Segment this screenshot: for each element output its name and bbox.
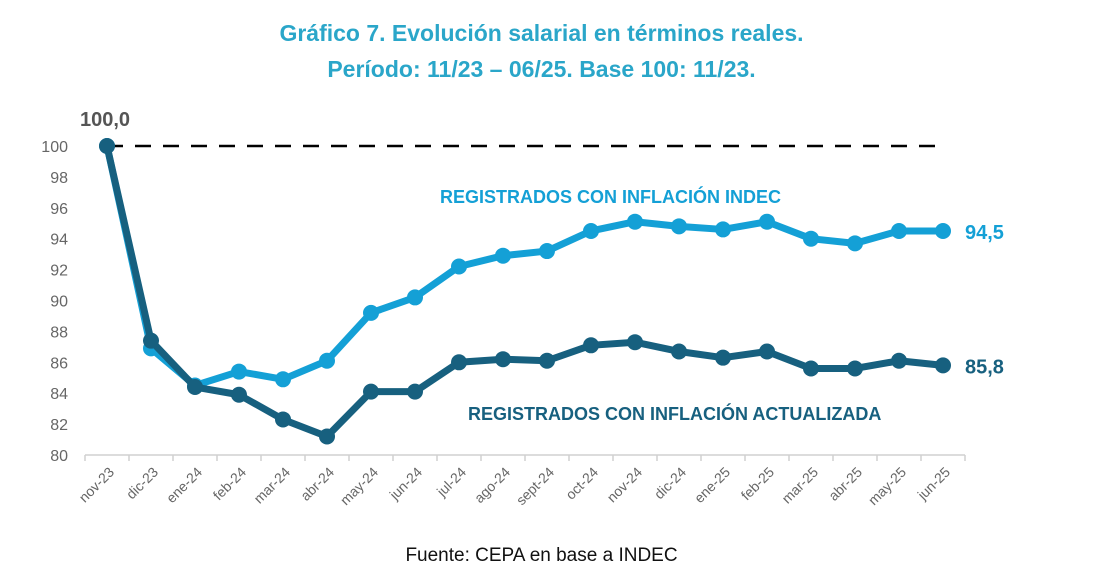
legend-label-actualizada: REGISTRADOS CON INFLACIÓN ACTUALIZADA	[468, 403, 881, 424]
y-tick-label: 100	[41, 139, 68, 156]
data-point	[319, 428, 335, 445]
x-tick-label: mar-24	[250, 464, 293, 507]
data-point	[275, 411, 291, 428]
data-point	[275, 371, 291, 388]
x-tick-label: jun-24	[386, 464, 426, 504]
y-tick-label: 86	[50, 355, 68, 372]
y-tick-label: 84	[50, 386, 68, 403]
chart-subtitle: Período: 11/23 – 06/25. Base 100: 11/23.	[327, 56, 756, 82]
x-tick-label: oct-24	[562, 464, 601, 503]
data-point	[451, 354, 467, 371]
y-tick-label: 96	[50, 201, 68, 218]
x-tick-label: dic-23	[123, 464, 161, 502]
data-point	[583, 222, 599, 239]
y-tick-label: 98	[50, 170, 68, 187]
x-tick-label: mar-25	[778, 464, 821, 507]
y-tick-label: 90	[50, 294, 68, 311]
data-point	[891, 222, 907, 239]
data-point	[715, 349, 731, 366]
data-point	[935, 357, 951, 374]
x-tick-label: abr-24	[297, 464, 337, 504]
x-tick-label: may-25	[865, 464, 909, 508]
data-point	[231, 363, 247, 380]
x-tick-label: dic-24	[651, 464, 689, 502]
series-line	[103, 145, 943, 389]
data-point	[495, 247, 511, 264]
x-tick-label: jul-24	[433, 464, 469, 500]
legend-label-indec: REGISTRADOS CON INFLACIÓN INDEC	[440, 186, 781, 207]
y-tick-label: 88	[50, 324, 68, 341]
x-tick-label: nov-24	[604, 464, 646, 506]
x-tick-label: feb-25	[738, 464, 778, 504]
data-point	[363, 304, 379, 321]
data-point	[803, 230, 819, 247]
data-point	[143, 332, 159, 349]
data-point	[319, 352, 335, 369]
x-tick-label: ene-25	[691, 464, 733, 506]
series-end-label: 94,5	[965, 222, 1004, 244]
data-point	[539, 352, 555, 369]
data-point	[935, 222, 951, 239]
x-tick-label: feb-24	[210, 464, 250, 504]
data-point	[891, 352, 907, 369]
data-point	[363, 383, 379, 400]
x-tick-label: jun-25	[914, 464, 954, 504]
x-tick-label: may-24	[337, 464, 381, 508]
chart-title: Gráfico 7. Evolución salarial en término…	[279, 20, 804, 46]
data-point	[671, 343, 687, 360]
x-tick-label: sept-24	[513, 464, 557, 508]
data-point	[627, 213, 643, 230]
x-tick-label: nov-23	[76, 464, 118, 506]
data-point	[407, 289, 423, 306]
data-point	[231, 386, 247, 403]
data-point	[759, 343, 775, 360]
data-point	[407, 383, 423, 400]
data-point	[583, 337, 599, 354]
data-point	[451, 258, 467, 275]
data-point	[847, 360, 863, 377]
data-point	[847, 235, 863, 252]
data-point	[539, 243, 555, 260]
data-point	[759, 213, 775, 230]
data-point	[715, 221, 731, 238]
baseline-label: 100,0	[80, 109, 130, 131]
data-point	[187, 379, 203, 396]
x-tick-label: abr-25	[825, 464, 865, 504]
data-point	[495, 351, 511, 368]
y-tick-label: 94	[50, 232, 68, 249]
y-tick-label: 82	[50, 417, 68, 434]
x-tick-label: ene-24	[163, 464, 205, 506]
y-tick-label: 92	[50, 263, 68, 280]
x-tick-label: ago-24	[471, 464, 513, 506]
data-point	[99, 138, 115, 154]
series-end-label: 85,8	[965, 356, 1004, 378]
data-point	[671, 218, 687, 235]
data-point	[627, 334, 643, 351]
y-tick-label: 80	[50, 448, 68, 465]
data-point	[803, 360, 819, 377]
chart-source: Fuente: CEPA en base a INDEC	[405, 545, 678, 566]
